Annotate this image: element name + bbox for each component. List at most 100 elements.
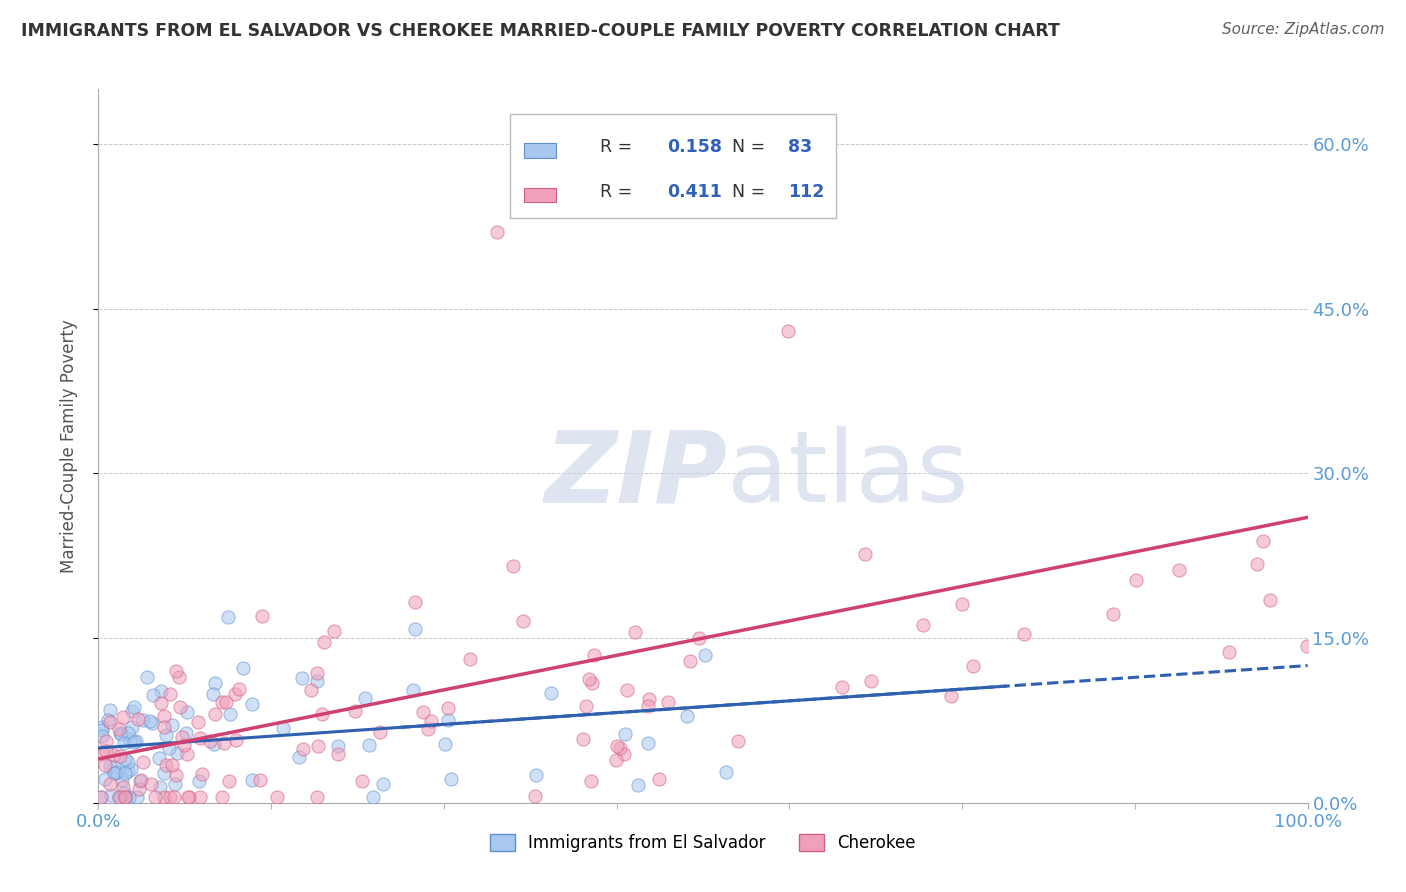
Point xyxy=(419,714,441,728)
Point xyxy=(103,760,125,774)
Point xyxy=(117,725,139,739)
Point xyxy=(117,764,139,778)
Point xyxy=(437,701,460,715)
Point xyxy=(217,609,239,624)
Point xyxy=(204,676,226,690)
Point xyxy=(98,703,121,717)
Point xyxy=(212,735,235,749)
Point xyxy=(107,790,129,805)
Point xyxy=(187,773,209,788)
Point xyxy=(139,714,162,728)
Point xyxy=(105,765,128,780)
Point xyxy=(211,790,233,805)
Point xyxy=(108,790,131,805)
Point xyxy=(232,660,254,674)
Point xyxy=(363,790,385,805)
Point xyxy=(129,772,152,787)
Point xyxy=(714,764,737,779)
Point xyxy=(326,739,349,753)
Point xyxy=(125,790,148,805)
Point xyxy=(215,695,238,709)
Point xyxy=(307,673,329,688)
Point xyxy=(111,780,134,794)
Point xyxy=(91,747,114,761)
Text: R =: R = xyxy=(600,138,638,156)
Point xyxy=(112,736,135,750)
Point xyxy=(291,671,314,685)
Point xyxy=(91,720,114,734)
Point xyxy=(648,772,671,787)
Point xyxy=(136,670,159,684)
Point xyxy=(122,699,145,714)
Point xyxy=(637,698,659,713)
Point xyxy=(117,755,139,769)
Point xyxy=(1246,557,1268,571)
Point xyxy=(155,728,177,742)
Point xyxy=(486,225,509,239)
Point xyxy=(100,788,122,802)
Point xyxy=(110,790,132,805)
Point xyxy=(1012,627,1035,641)
Point xyxy=(512,614,534,628)
Point xyxy=(1125,574,1147,588)
Point xyxy=(110,773,132,788)
Point xyxy=(143,790,166,805)
Point xyxy=(201,687,224,701)
Point xyxy=(609,740,631,755)
Point xyxy=(149,683,172,698)
Point xyxy=(307,665,329,680)
Point xyxy=(460,652,482,666)
Point xyxy=(176,790,198,805)
Point xyxy=(127,712,149,726)
Point xyxy=(322,624,344,638)
Point xyxy=(433,737,456,751)
Point xyxy=(90,790,112,805)
Point xyxy=(693,648,716,663)
Point xyxy=(359,738,381,752)
Point xyxy=(252,609,274,624)
Text: Source: ZipAtlas.com: Source: ZipAtlas.com xyxy=(1222,22,1385,37)
Point xyxy=(404,595,426,609)
Point xyxy=(188,731,211,746)
Point xyxy=(103,765,125,780)
Point xyxy=(404,622,426,636)
Point xyxy=(118,789,141,804)
Point xyxy=(224,687,246,701)
Point xyxy=(148,750,170,764)
Point xyxy=(169,670,191,684)
Point xyxy=(139,777,162,791)
Point xyxy=(831,681,853,695)
Point xyxy=(121,720,143,734)
Point xyxy=(962,659,984,673)
Point xyxy=(540,686,562,700)
Point xyxy=(578,672,600,686)
Text: 112: 112 xyxy=(787,183,824,201)
Point xyxy=(627,779,650,793)
Point xyxy=(163,777,186,791)
FancyBboxPatch shape xyxy=(524,187,557,202)
Point xyxy=(350,773,373,788)
Point xyxy=(94,743,117,757)
Point xyxy=(115,790,138,805)
Point xyxy=(439,772,461,787)
Point xyxy=(177,790,200,805)
Point xyxy=(582,648,605,662)
Point xyxy=(911,618,934,632)
Point xyxy=(605,753,627,767)
Point xyxy=(120,762,142,776)
Point xyxy=(218,774,240,789)
Point xyxy=(176,726,198,740)
Point xyxy=(128,781,150,796)
Y-axis label: Married-Couple Family Poverty: Married-Couple Family Poverty xyxy=(59,319,77,573)
Point xyxy=(159,687,181,701)
Point xyxy=(153,790,176,805)
Text: 83: 83 xyxy=(787,138,811,156)
FancyBboxPatch shape xyxy=(524,143,557,158)
Point xyxy=(606,739,628,753)
Point xyxy=(166,746,188,760)
Point xyxy=(122,735,145,749)
Text: 0.411: 0.411 xyxy=(666,183,721,201)
Point xyxy=(125,734,148,748)
Point xyxy=(94,758,117,772)
Point xyxy=(688,632,710,646)
